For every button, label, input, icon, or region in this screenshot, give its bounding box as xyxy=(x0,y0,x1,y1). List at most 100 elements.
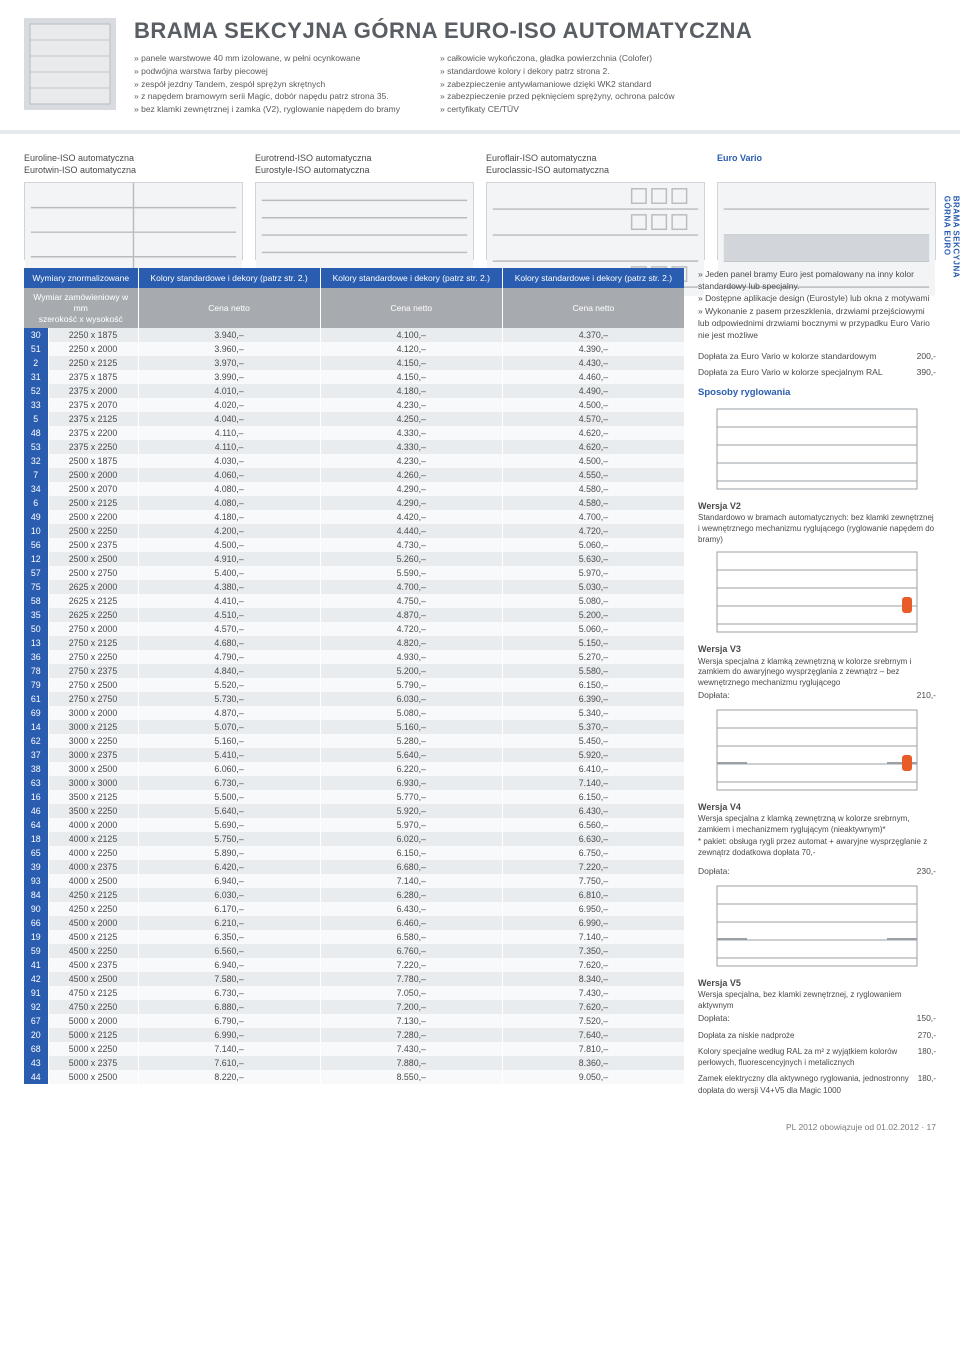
bullet-item: panele warstwowe 40 mm izolowane, w pełn… xyxy=(134,52,400,65)
row-price: 7.640,– xyxy=(502,1028,684,1042)
info-bullet: Dostępne aplikacje design (Eurostyle) lu… xyxy=(698,292,936,304)
row-dimension: 2375 x 2070 xyxy=(48,398,138,412)
version-v4: Wersja V4 Wersja specjalna z klamką zewn… xyxy=(698,801,936,877)
table-row: 205000 x 21256.990,–7.280,–7.640,– xyxy=(24,1028,684,1042)
row-price: 4.060,– xyxy=(138,468,320,482)
row-index: 59 xyxy=(24,944,48,958)
table-row: 102500 x 22504.200,–4.440,–4.720,– xyxy=(24,524,684,538)
version-note: * pakiet: obsługa rygli przez automat + … xyxy=(698,836,936,859)
row-price: 5.790,– xyxy=(320,678,502,692)
row-price: 7.430,– xyxy=(502,986,684,1000)
model-label: Euroclassic-ISO automatyczna xyxy=(486,165,609,175)
row-price: 5.920,– xyxy=(502,748,684,762)
row-price: 4.410,– xyxy=(138,594,320,608)
row-dimension: 2375 x 2000 xyxy=(48,384,138,398)
row-dimension: 2250 x 2125 xyxy=(48,356,138,370)
row-price: 4.500,– xyxy=(502,454,684,468)
row-price: 4.720,– xyxy=(320,622,502,636)
surcharge-value: 230,- xyxy=(911,865,936,877)
row-price: 4.720,– xyxy=(502,524,684,538)
row-index: 39 xyxy=(24,860,48,874)
row-dimension: 2375 x 2200 xyxy=(48,426,138,440)
row-index: 67 xyxy=(24,1014,48,1028)
row-price: 4.040,– xyxy=(138,412,320,426)
version-v5: Wersja V5 Wersja specjalna, bez klamki z… xyxy=(698,977,936,1024)
row-price: 4.550,– xyxy=(502,468,684,482)
row-dimension: 4250 x 2250 xyxy=(48,902,138,916)
row-price: 7.200,– xyxy=(320,1000,502,1014)
surcharge-label: Dopłata: xyxy=(698,689,911,701)
version-title: Wersja V4 xyxy=(698,801,936,814)
row-index: 79 xyxy=(24,678,48,692)
row-dimension: 4750 x 2250 xyxy=(48,1000,138,1014)
row-index: 49 xyxy=(24,510,48,524)
row-price: 5.160,– xyxy=(138,734,320,748)
row-price: 7.430,– xyxy=(320,1042,502,1056)
th-price-3: Cena netto xyxy=(502,288,684,328)
row-price: 4.180,– xyxy=(320,384,502,398)
row-price: 7.140,– xyxy=(320,874,502,888)
row-price: 7.350,– xyxy=(502,944,684,958)
row-dimension: 4000 x 2250 xyxy=(48,846,138,860)
info-bullets: Jeden panel bramy Euro jest pomalowany n… xyxy=(698,268,936,342)
row-price: 5.150,– xyxy=(502,636,684,650)
info-bullet: Jeden panel bramy Euro jest pomalowany n… xyxy=(698,268,936,293)
bullet-item: certyfikaty CE/TÜV xyxy=(440,103,675,116)
row-dimension: 4000 x 2500 xyxy=(48,874,138,888)
header-text: BRAMA SEKCYJNA GÓRNA EURO-ISO AUTOMATYCZ… xyxy=(134,18,936,116)
row-price: 5.730,– xyxy=(138,692,320,706)
row-price: 5.770,– xyxy=(320,790,502,804)
row-price: 6.730,– xyxy=(138,986,320,1000)
row-price: 6.030,– xyxy=(138,888,320,902)
row-price: 4.180,– xyxy=(138,510,320,524)
bullet-item: podwójna warstwa farby piecowej xyxy=(134,65,400,78)
bullet-list-right: całkowicie wykończona, gładka powierzchn… xyxy=(440,52,675,116)
row-dimension: 2500 x 1875 xyxy=(48,454,138,468)
bullet-item: zabezpieczenie przed pęknięciem sprężyny… xyxy=(440,90,675,103)
row-price: 4.790,– xyxy=(138,650,320,664)
surcharge-value: 390,- xyxy=(911,366,936,378)
row-price: 4.700,– xyxy=(502,510,684,524)
row-price: 7.580,– xyxy=(138,972,320,986)
row-dimension: 4250 x 2125 xyxy=(48,888,138,902)
version-desc: Wersja specjalna z klamką zewnętrzną w k… xyxy=(698,657,936,689)
row-index: 51 xyxy=(24,342,48,356)
row-price: 8.360,– xyxy=(502,1056,684,1070)
row-index: 75 xyxy=(24,580,48,594)
table-row: 332375 x 20704.020,–4.230,–4.500,– xyxy=(24,398,684,412)
model-sketch xyxy=(486,182,705,260)
surcharge-value: 210,- xyxy=(911,689,936,701)
row-price: 4.620,– xyxy=(502,440,684,454)
row-price: 7.220,– xyxy=(502,860,684,874)
row-price: 4.580,– xyxy=(502,496,684,510)
row-price: 6.580,– xyxy=(320,930,502,944)
row-index: 18 xyxy=(24,832,48,846)
row-dimension: 3000 x 2250 xyxy=(48,734,138,748)
model-sketch xyxy=(255,182,474,260)
row-index: 34 xyxy=(24,482,48,496)
version-title: Wersja V2 xyxy=(698,500,936,513)
row-dimension: 5000 x 2125 xyxy=(48,1028,138,1042)
row-price: 6.170,– xyxy=(138,902,320,916)
row-dimension: 3000 x 2125 xyxy=(48,720,138,734)
row-price: 4.080,– xyxy=(138,496,320,510)
row-price: 4.420,– xyxy=(320,510,502,524)
table-row: 844250 x 21256.030,–6.280,–6.810,– xyxy=(24,888,684,902)
row-price: 4.260,– xyxy=(320,468,502,482)
table-row: 752625 x 20004.380,–4.700,–5.030,– xyxy=(24,580,684,594)
version-title: Wersja V5 xyxy=(698,977,936,990)
row-dimension: 2625 x 2125 xyxy=(48,594,138,608)
row-dimension: 2250 x 1875 xyxy=(48,328,138,342)
row-index: 19 xyxy=(24,930,48,944)
main-content: BRAMA SEKCYJNAGÓRNA EURO Wymiary znormal… xyxy=(0,268,960,1115)
row-price: 4.150,– xyxy=(320,356,502,370)
table-row: 312375 x 18753.990,–4.150,–4.460,– xyxy=(24,370,684,384)
row-dimension: 4500 x 2500 xyxy=(48,972,138,986)
row-price: 5.450,– xyxy=(502,734,684,748)
row-price: 3.970,– xyxy=(138,356,320,370)
row-price: 5.750,– xyxy=(138,832,320,846)
row-index: 52 xyxy=(24,384,48,398)
row-price: 4.840,– xyxy=(138,664,320,678)
row-price: 5.410,– xyxy=(138,748,320,762)
row-price: 6.630,– xyxy=(502,832,684,846)
